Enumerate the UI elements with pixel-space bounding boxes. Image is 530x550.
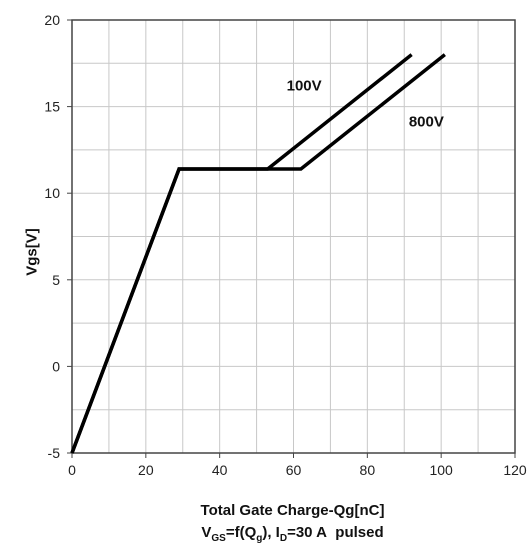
series-label-800v: 800V [409, 114, 444, 131]
series-label-100v: 100V [287, 78, 322, 95]
test-condition-label: VGS=f(Qg), ID=30 A pulsed [201, 524, 384, 544]
y-axis-label: Vgs[V] [23, 228, 41, 276]
y-tick-label: 10 [44, 185, 60, 201]
y-tick-label: 0 [52, 358, 60, 374]
series-line-100v [70, 53, 413, 454]
x-axis-label: Total Gate Charge-Qg[nC] [200, 502, 385, 519]
y-tick-label: 15 [44, 99, 60, 115]
x-tick-label: 0 [68, 462, 76, 478]
y-tick-label: -5 [48, 445, 61, 461]
x-tick-label: 80 [360, 462, 376, 478]
y-axis-label-wrap: Vgs[V] [2, 222, 62, 282]
x-tick-label: 40 [212, 462, 228, 478]
x-tick-label: 100 [429, 462, 453, 478]
x-tick-label: 120 [503, 462, 527, 478]
x-tick-label: 20 [138, 462, 154, 478]
y-tick-label: 20 [44, 12, 60, 28]
series-labels: 100V 800V [287, 78, 444, 131]
series-lines [70, 53, 446, 454]
series-line-800v [70, 53, 446, 454]
y-tick-label: 5 [52, 272, 60, 288]
axes: 0 20 40 60 80 100 120 -5 0 5 10 15 20 [44, 12, 526, 478]
x-tick-label: 60 [286, 462, 302, 478]
gate-charge-chart: 0 20 40 60 80 100 120 -5 0 5 10 15 20 100V 800V [44, 12, 526, 478]
